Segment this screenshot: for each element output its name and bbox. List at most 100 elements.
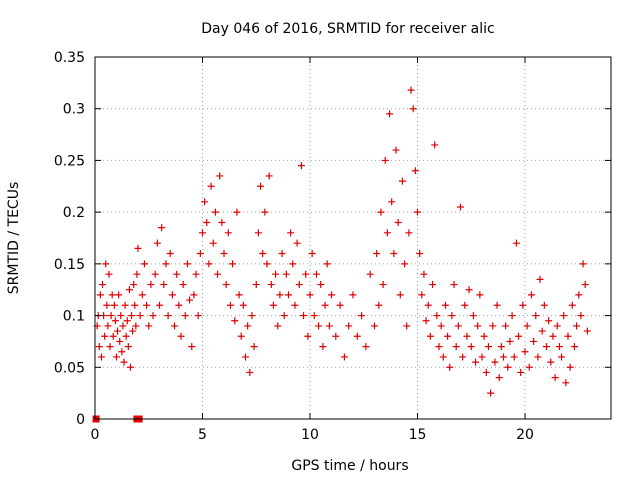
x-tick-label: 15 bbox=[409, 427, 427, 443]
data-point bbox=[577, 312, 585, 320]
data-point bbox=[558, 353, 566, 361]
data-point bbox=[274, 322, 282, 330]
data-point bbox=[160, 281, 168, 289]
y-tick-label: 0.05 bbox=[54, 360, 85, 376]
data-point bbox=[239, 301, 247, 309]
data-point bbox=[242, 353, 249, 361]
data-point bbox=[467, 343, 475, 351]
data-point bbox=[502, 322, 510, 330]
data-point bbox=[222, 281, 230, 289]
data-point bbox=[358, 312, 366, 320]
data-point bbox=[517, 368, 525, 376]
data-point bbox=[117, 312, 125, 320]
data-point bbox=[551, 374, 559, 382]
data-point bbox=[231, 317, 239, 325]
x-axis-label: GPS time / hours bbox=[291, 458, 408, 474]
data-point bbox=[121, 301, 129, 309]
data-point bbox=[229, 260, 237, 268]
data-point bbox=[381, 156, 389, 164]
data-point bbox=[422, 317, 430, 325]
data-point bbox=[119, 322, 127, 330]
data-point bbox=[199, 229, 206, 237]
data-point bbox=[379, 281, 387, 289]
data-points bbox=[92, 86, 591, 423]
y-tick-label: 0.25 bbox=[54, 153, 85, 169]
data-point bbox=[310, 312, 318, 320]
data-point bbox=[538, 327, 546, 335]
data-point bbox=[405, 229, 413, 237]
data-point bbox=[131, 301, 139, 309]
data-point bbox=[564, 332, 572, 340]
data-point bbox=[317, 281, 325, 289]
data-point bbox=[480, 332, 488, 340]
data-point bbox=[115, 291, 123, 299]
grid-lines bbox=[95, 57, 611, 419]
data-point bbox=[461, 301, 469, 309]
axis-tick-labels: 0 0.05 0.1 0.15 0.2 0.25 0.3 0.35 0 5 10 15 20 bbox=[54, 50, 534, 443]
data-point bbox=[248, 312, 256, 320]
data-point bbox=[414, 208, 421, 216]
data-point bbox=[261, 208, 269, 216]
data-point bbox=[196, 250, 204, 258]
data-point bbox=[540, 301, 548, 309]
data-point bbox=[547, 358, 555, 366]
data-point bbox=[495, 374, 503, 382]
data-point bbox=[530, 337, 538, 345]
data-point bbox=[128, 312, 136, 320]
data-point bbox=[291, 301, 299, 309]
data-point bbox=[190, 291, 198, 299]
data-point bbox=[340, 353, 348, 361]
data-point bbox=[523, 322, 531, 330]
data-point bbox=[233, 208, 241, 216]
data-point bbox=[124, 343, 132, 351]
axis-ticks bbox=[94, 56, 611, 420]
data-point bbox=[164, 312, 172, 320]
data-point bbox=[111, 317, 119, 325]
data-point bbox=[95, 343, 103, 351]
data-point bbox=[114, 327, 122, 335]
data-point bbox=[295, 281, 303, 289]
data-point bbox=[123, 317, 131, 325]
data-point bbox=[113, 353, 120, 361]
data-point bbox=[345, 322, 353, 330]
data-point bbox=[282, 270, 290, 278]
data-point bbox=[133, 270, 141, 278]
data-point bbox=[375, 301, 383, 309]
data-point bbox=[211, 208, 219, 216]
data-point bbox=[457, 203, 464, 211]
chart-title: Day 046 of 2016, SRMTID for receiver ali… bbox=[201, 21, 494, 37]
data-point bbox=[437, 322, 445, 330]
data-point bbox=[267, 281, 275, 289]
x-tick-label: 5 bbox=[198, 427, 207, 443]
data-point bbox=[300, 312, 308, 320]
data-point bbox=[132, 322, 140, 330]
data-point bbox=[336, 301, 344, 309]
data-point bbox=[122, 332, 130, 340]
data-point bbox=[484, 343, 492, 351]
data-point bbox=[573, 322, 581, 330]
data-point bbox=[575, 291, 583, 299]
data-point bbox=[186, 296, 194, 304]
data-point bbox=[237, 332, 245, 340]
data-point bbox=[136, 312, 144, 320]
data-point bbox=[362, 343, 370, 351]
data-point bbox=[508, 312, 516, 320]
data-point bbox=[521, 348, 529, 356]
data-point bbox=[149, 312, 157, 320]
data-point bbox=[444, 332, 452, 340]
data-point bbox=[129, 327, 137, 335]
data-point bbox=[566, 363, 574, 371]
data-point bbox=[325, 322, 333, 330]
data-point bbox=[527, 291, 535, 299]
data-point bbox=[392, 146, 400, 154]
data-point bbox=[312, 270, 320, 278]
data-point bbox=[328, 291, 335, 299]
data-point bbox=[555, 343, 563, 351]
data-point bbox=[173, 270, 181, 278]
data-point bbox=[156, 301, 163, 309]
data-point bbox=[265, 172, 273, 180]
data-point bbox=[315, 322, 323, 330]
data-point bbox=[104, 322, 112, 330]
data-point bbox=[171, 322, 179, 330]
data-point bbox=[175, 301, 183, 309]
